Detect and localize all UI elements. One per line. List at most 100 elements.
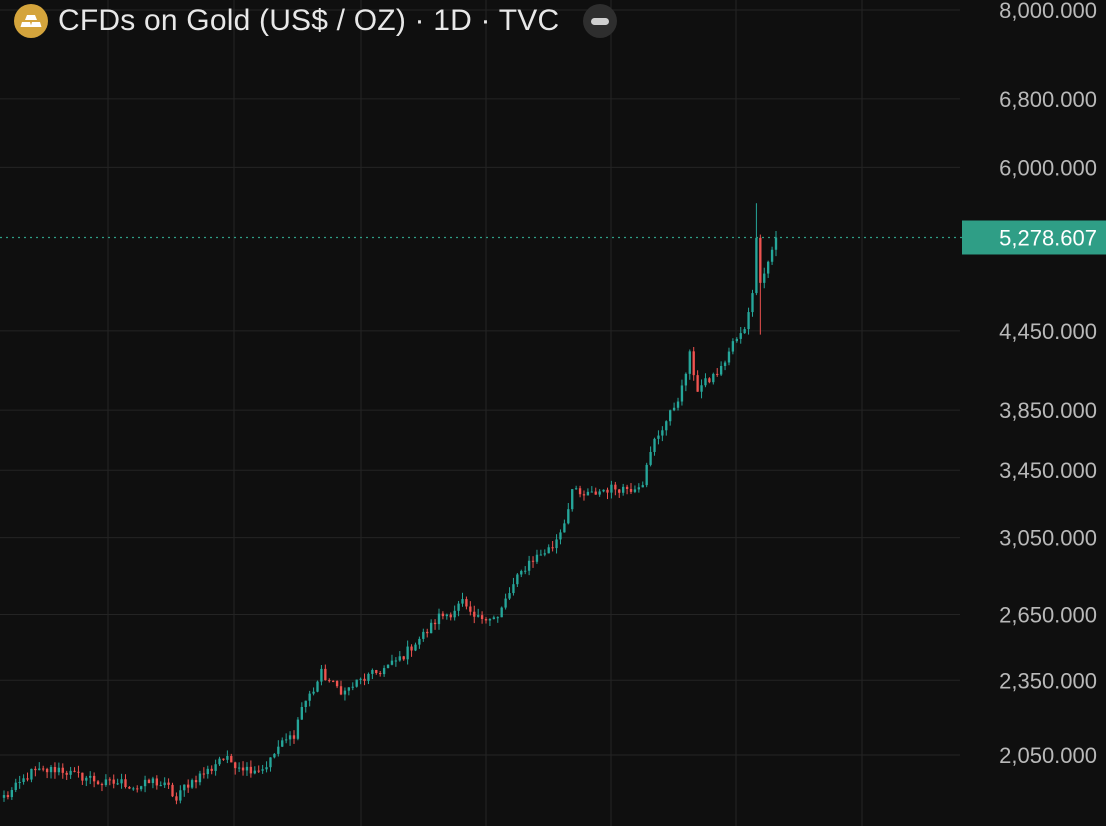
candle-body <box>89 775 92 778</box>
candle-body <box>637 487 641 490</box>
candle-body <box>22 778 25 783</box>
candle-body <box>406 646 409 660</box>
candle-body <box>132 788 135 790</box>
candle-body <box>69 770 72 775</box>
candle-body <box>512 584 515 594</box>
candle-body <box>10 790 14 798</box>
candle-body <box>230 756 233 763</box>
candle-body <box>386 664 390 669</box>
collapse-button[interactable] <box>583 4 618 38</box>
candle-body <box>527 560 531 571</box>
candle-body <box>680 385 684 402</box>
candle-body <box>367 673 370 681</box>
candle-body <box>18 782 21 784</box>
candle-body <box>465 599 468 607</box>
candle-body <box>457 603 460 611</box>
y-axis-tick-label: 2,350.000 <box>999 668 1097 693</box>
candle-body <box>96 781 100 785</box>
candle-body <box>586 491 590 496</box>
last-price-badge <box>962 220 1106 255</box>
candle-body <box>359 678 362 680</box>
candle-body <box>277 746 280 754</box>
candle-body <box>292 735 296 739</box>
candle-body <box>261 769 264 771</box>
candle-body <box>194 780 198 783</box>
candle-body <box>253 770 256 774</box>
candle-body <box>375 670 378 674</box>
candle-body <box>308 693 311 701</box>
candle-body <box>218 758 221 765</box>
candle-body <box>684 373 688 386</box>
candle-body <box>120 779 123 784</box>
gold-bars-icon <box>14 4 48 38</box>
candle-body <box>433 622 437 625</box>
candle-body <box>312 691 315 694</box>
candle-body <box>422 631 425 639</box>
candle-body <box>112 779 115 784</box>
candle-body <box>641 485 644 488</box>
candle-body <box>574 488 578 490</box>
candle-body <box>539 554 543 556</box>
candle-body <box>618 489 621 493</box>
candle-body <box>759 237 762 283</box>
candle-body <box>2 795 6 798</box>
candle-body <box>488 619 492 621</box>
candle-body <box>304 700 307 708</box>
candle-body <box>484 619 488 621</box>
candle-body <box>520 571 523 575</box>
last-price-label: 5,278.607 <box>999 225 1097 250</box>
candle-body <box>187 784 190 788</box>
y-axis-tick-label: 4,450.000 <box>999 319 1097 344</box>
candle-body <box>441 613 445 617</box>
symbol-title: CFDs on Gold (US$ / OZ) · 1D · TVC <box>58 4 560 37</box>
candle-body <box>136 788 139 790</box>
candle-body <box>202 773 206 775</box>
candle-body <box>531 560 535 562</box>
candle-body <box>755 237 758 294</box>
candle-body <box>770 249 774 262</box>
candle-body <box>437 613 441 625</box>
candle-body <box>26 778 29 780</box>
candle-body <box>81 772 84 781</box>
candle-body <box>241 767 245 771</box>
candle-body <box>516 574 519 585</box>
candle-body <box>669 410 672 422</box>
candle-body <box>676 401 680 408</box>
candle-body <box>34 768 37 771</box>
candle-body <box>73 770 76 772</box>
y-axis-tick-label: 2,050.000 <box>999 743 1097 768</box>
candle-body <box>379 673 382 675</box>
candle-body <box>543 553 546 555</box>
candle-body <box>606 489 609 493</box>
candle-body <box>555 539 558 549</box>
candle-body <box>426 631 429 634</box>
candle-body <box>100 784 104 786</box>
candle-body <box>445 614 448 617</box>
candle-body <box>461 599 464 604</box>
candle-body <box>657 435 660 439</box>
candle-body <box>183 784 186 791</box>
candle-body <box>355 679 358 687</box>
candle-body <box>124 779 127 788</box>
candle-body <box>582 494 586 496</box>
candle-body <box>45 768 49 773</box>
candle-body <box>139 786 143 790</box>
candle-body <box>38 768 41 771</box>
candle-body <box>155 778 159 786</box>
candle-body <box>363 678 366 681</box>
candle-body <box>206 768 209 775</box>
candle-body <box>696 375 699 392</box>
candle-body <box>382 668 386 675</box>
candle-body <box>14 782 17 791</box>
candle-body <box>175 796 178 801</box>
candle-body <box>214 764 217 771</box>
candle-body <box>763 273 766 283</box>
candle-body <box>351 686 354 688</box>
candle-body <box>629 489 633 492</box>
y-axis-tick-label: 3,450.000 <box>999 458 1097 483</box>
candle-body <box>449 614 452 618</box>
candle-body <box>653 438 656 452</box>
candle-body <box>343 690 347 695</box>
candle-body <box>551 547 554 549</box>
